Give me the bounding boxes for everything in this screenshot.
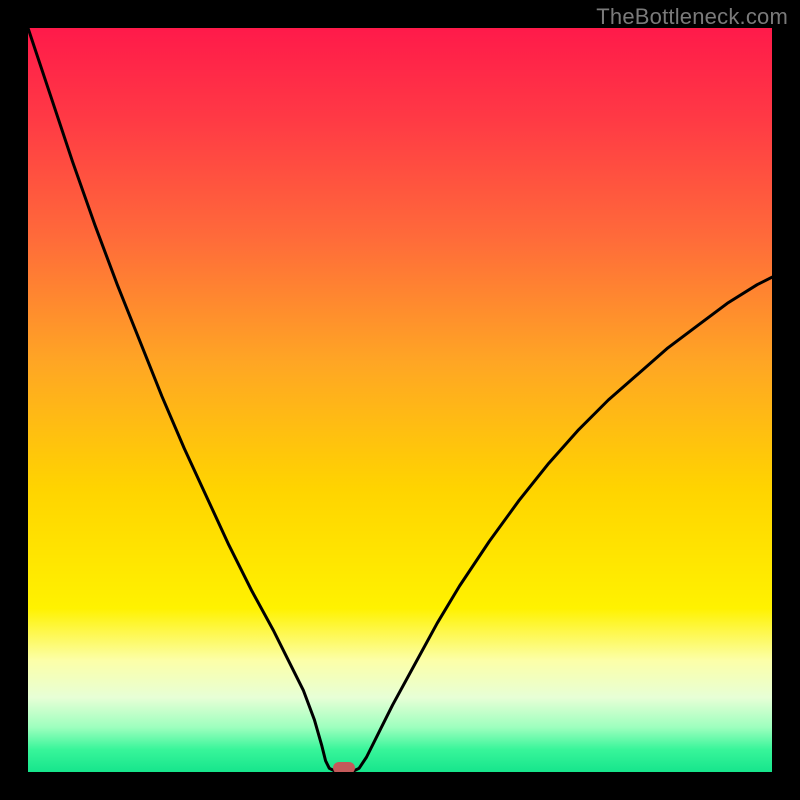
optimum-marker bbox=[333, 762, 355, 772]
curve-path bbox=[28, 28, 772, 772]
bottleneck-curve bbox=[28, 28, 772, 772]
chart-container: TheBottleneck.com bbox=[0, 0, 800, 800]
plot-area bbox=[28, 28, 772, 772]
watermark-text: TheBottleneck.com bbox=[596, 4, 788, 30]
